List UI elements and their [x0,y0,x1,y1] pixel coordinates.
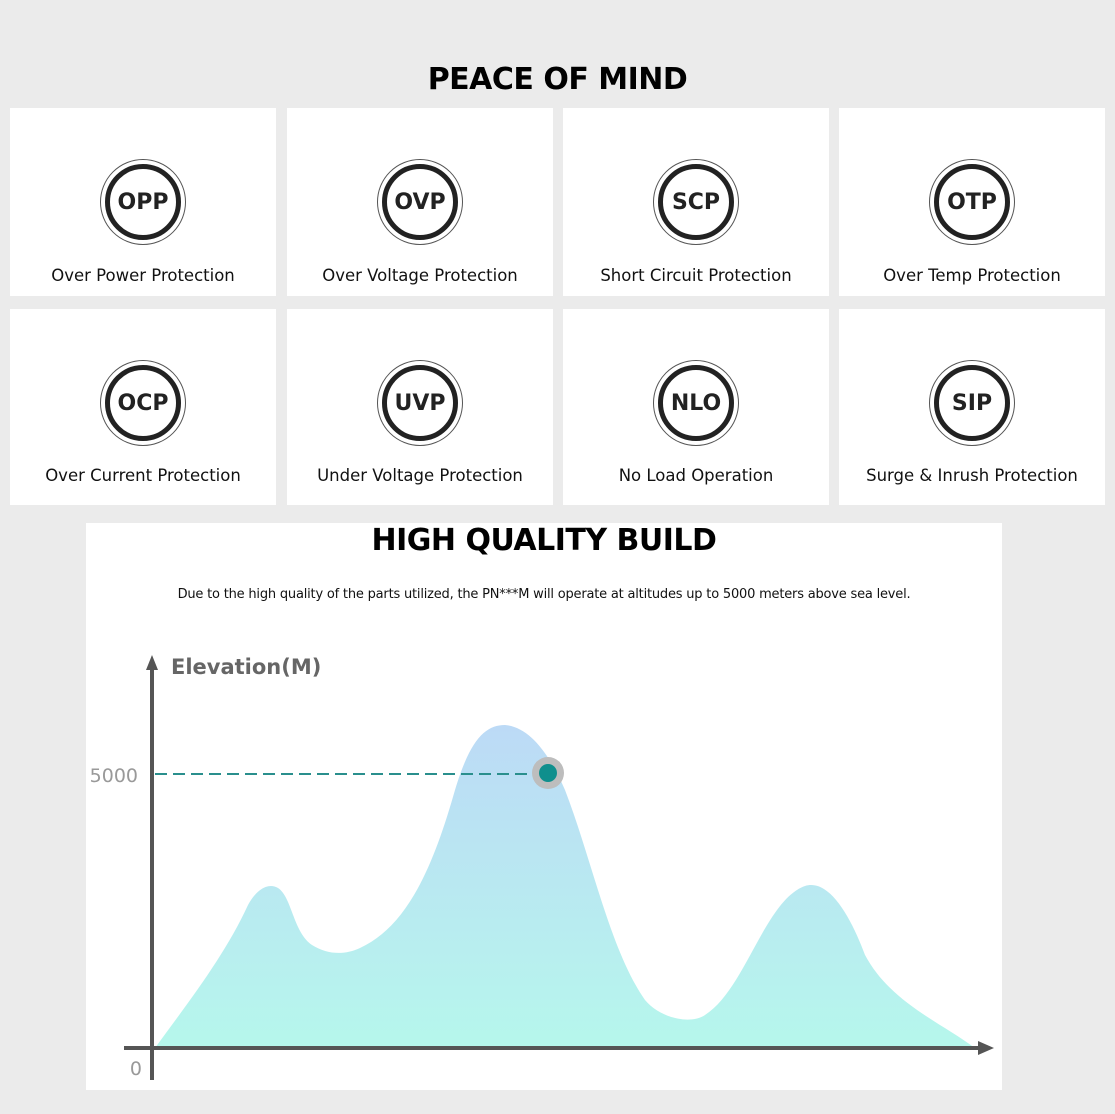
sip-badge-icon: SIP [929,360,1015,446]
y-tick-label-0: 0 [130,1058,142,1080]
protection-card-ocp: OCP Over Current Protection [10,309,276,505]
card-label: Over Temp Protection [883,266,1061,285]
build-description: Due to the high quality of the parts uti… [177,587,911,602]
badge-abbr: SIP [934,365,1010,441]
card-label: No Load Operation [618,466,774,485]
protection-card-otp: OTP Over Temp Protection [839,108,1105,296]
marker-point [539,764,557,782]
badge-abbr: OCP [105,365,181,441]
badge-abbr: UVP [382,365,458,441]
protection-card-opp: OPP Over Power Protection [10,108,276,296]
protection-card-sip: SIP Surge & Inrush Protection [839,309,1105,505]
otp-badge-icon: OTP [929,159,1015,245]
badge-abbr: OPP [105,164,181,240]
chart-axes [124,655,994,1080]
opp-badge-icon: OPP [100,159,186,245]
badge-abbr: NLO [658,365,734,441]
high-quality-build-title: HIGH QUALITY BUILD [371,523,717,558]
uvp-badge-icon: UVP [377,360,463,446]
y-axis-label: Elevation(M) [171,655,321,679]
ocp-badge-icon: OCP [100,360,186,446]
nlo-badge-icon: NLO [653,360,739,446]
card-label: Short Circuit Protection [600,266,792,285]
protection-card-uvp: UVP Under Voltage Protection [287,309,553,505]
protection-card-nlo: NLO No Load Operation [563,309,829,505]
card-label: Surge & Inrush Protection [866,466,1078,485]
x-axis-arrow-icon [978,1041,994,1055]
badge-abbr: OVP [382,164,458,240]
ovp-badge-icon: OVP [377,159,463,245]
peace-of-mind-title: PEACE OF MIND [427,62,688,97]
mountain-area [155,725,975,1048]
y-tick-label-5000: 5000 [90,765,138,787]
card-label: Over Voltage Protection [322,266,518,285]
protection-card-ovp: OVP Over Voltage Protection [287,108,553,296]
protection-card-scp: SCP Short Circuit Protection [563,108,829,296]
badge-abbr: OTP [934,164,1010,240]
badge-abbr: SCP [658,164,734,240]
scp-badge-icon: SCP [653,159,739,245]
card-label: Under Voltage Protection [317,466,523,485]
y-axis-arrow-icon [146,655,158,670]
card-label: Over Current Protection [45,466,241,485]
card-label: Over Power Protection [51,266,235,285]
